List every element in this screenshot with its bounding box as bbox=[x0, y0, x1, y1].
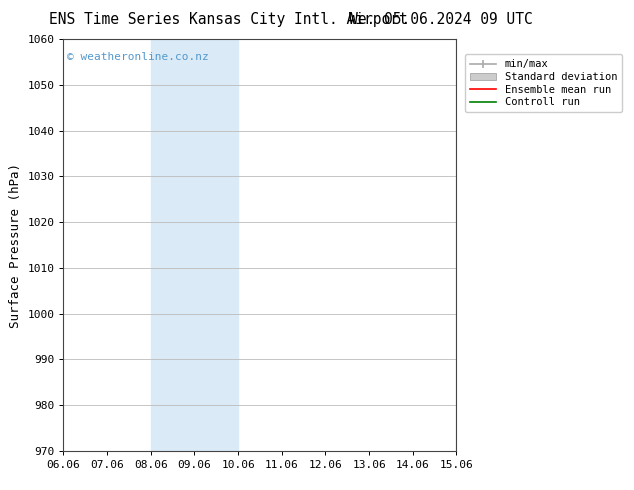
Legend: min/max, Standard deviation, Ensemble mean run, Controll run: min/max, Standard deviation, Ensemble me… bbox=[465, 54, 623, 112]
Text: ENS Time Series Kansas City Intl. Airport: ENS Time Series Kansas City Intl. Airpor… bbox=[49, 12, 408, 27]
Y-axis label: Surface Pressure (hPa): Surface Pressure (hPa) bbox=[9, 163, 22, 327]
Bar bbox=[151, 39, 238, 451]
Bar bbox=[456, 39, 478, 451]
Text: © weatheronline.co.nz: © weatheronline.co.nz bbox=[67, 51, 209, 62]
Text: We. 05.06.2024 09 UTC: We. 05.06.2024 09 UTC bbox=[349, 12, 533, 27]
